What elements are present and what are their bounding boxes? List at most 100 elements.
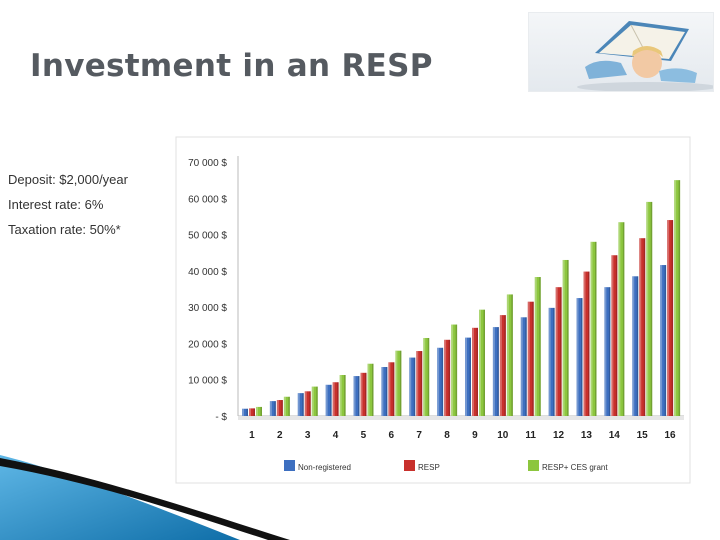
bar-shade	[372, 363, 374, 416]
bar-shade	[455, 324, 458, 416]
y-tick-label: 70 000 $	[188, 158, 227, 169]
bar	[325, 384, 332, 416]
bar	[256, 406, 262, 416]
legend-label: RESP	[418, 463, 440, 472]
legend-swatch	[284, 460, 295, 471]
bar-highlight	[283, 396, 286, 416]
bar-shade	[497, 327, 499, 416]
x-tick-label: 9	[472, 430, 478, 441]
x-axis-ticks: 1 2 3 4 5 6 7 8 9 10 11 12 13 14 15 16	[249, 430, 676, 441]
bar-shade	[448, 339, 451, 416]
bar-shade	[643, 238, 646, 416]
bar-highlight	[256, 406, 258, 416]
bar-highlight	[367, 363, 370, 416]
bar-shade	[260, 406, 262, 416]
bar	[465, 337, 471, 416]
bar	[269, 401, 276, 416]
bar-highlight	[360, 372, 363, 416]
bar	[548, 307, 555, 416]
x-tick-label: 8	[444, 430, 450, 441]
x-tick-label: 10	[497, 430, 509, 441]
bar-shade	[420, 351, 423, 416]
bar	[479, 309, 485, 416]
bar-highlight	[548, 307, 551, 416]
bar-shade	[337, 382, 339, 416]
bar-highlight	[576, 298, 579, 416]
bar	[590, 241, 597, 416]
bar	[667, 220, 674, 416]
x-tick-label: 4	[333, 430, 339, 441]
bar-highlight	[242, 408, 244, 416]
bar	[423, 337, 430, 416]
legend-label: RESP+ CES grant	[542, 463, 608, 472]
bar	[381, 367, 388, 416]
bar	[304, 391, 311, 416]
x-tick-label: 12	[553, 430, 565, 441]
bar-highlight	[646, 201, 649, 416]
y-tick-label: 10 000 $	[188, 376, 227, 387]
bar-shade	[553, 307, 555, 416]
bar-highlight	[311, 386, 314, 416]
bar-highlight	[506, 294, 509, 416]
x-tick-label: 1	[249, 430, 255, 441]
bar-shade	[441, 347, 444, 416]
bar-highlight	[395, 350, 398, 416]
bar	[283, 396, 290, 416]
bar	[604, 287, 611, 416]
y-tick-label: 50 000 $	[188, 231, 227, 242]
bar	[276, 400, 283, 416]
bar-highlight	[527, 301, 530, 416]
x-tick-label: 5	[361, 430, 367, 441]
bar	[618, 222, 625, 416]
bar-highlight	[444, 339, 447, 416]
bar-highlight	[276, 400, 279, 416]
bar-shade	[664, 265, 667, 416]
bar-shade	[650, 201, 653, 416]
x-tick-label: 7	[416, 430, 422, 441]
bar	[249, 408, 255, 416]
chart-frame	[175, 136, 691, 484]
bar-highlight	[492, 327, 495, 416]
interest-rate-label: Interest rate: 6%	[8, 197, 104, 212]
bar-shade	[608, 287, 611, 416]
bar-shade	[427, 337, 430, 416]
x-tick-label: 6	[389, 430, 395, 441]
bar-shade	[309, 391, 311, 416]
bar	[674, 180, 681, 416]
bar-shade	[392, 362, 395, 416]
bar-series	[242, 180, 681, 416]
x-tick-label: 14	[609, 430, 621, 441]
bar-highlight	[388, 362, 391, 416]
legend-swatch	[528, 460, 539, 471]
bar-highlight	[674, 180, 677, 416]
bar-highlight	[583, 271, 586, 416]
bar	[472, 327, 478, 416]
bar-highlight	[325, 384, 328, 416]
bar-shade	[385, 367, 388, 416]
bar-highlight	[437, 347, 440, 416]
bar	[527, 301, 534, 416]
x-tick-label: 11	[525, 430, 536, 441]
bar-highlight	[590, 241, 593, 416]
bar-shade	[365, 372, 367, 416]
bar-shade	[560, 287, 562, 416]
bar	[242, 408, 248, 416]
bar	[339, 374, 346, 416]
assumptions-list: Deposit: $2,000/year Interest rate: 6% T…	[8, 172, 128, 247]
bar-shade	[344, 374, 346, 416]
bar-highlight	[353, 376, 356, 416]
bar	[583, 271, 590, 416]
bar	[444, 339, 451, 416]
x-tick-label: 3	[305, 430, 311, 441]
bar-highlight	[416, 351, 419, 416]
child-with-book-photo	[528, 12, 714, 92]
bar-shade	[525, 317, 527, 416]
bar	[409, 357, 416, 416]
bar-shade	[316, 386, 318, 416]
bar	[451, 324, 458, 416]
bar-shade	[246, 408, 248, 416]
bar-shade	[281, 400, 283, 416]
bar	[492, 327, 499, 416]
bar	[576, 298, 583, 416]
